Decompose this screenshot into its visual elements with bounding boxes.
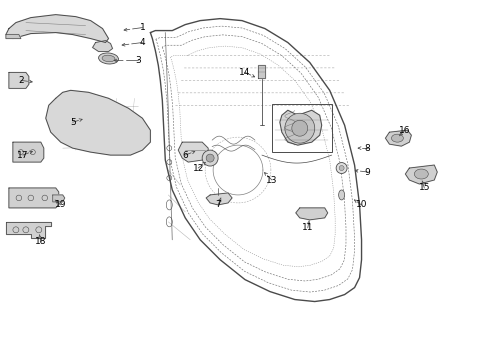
Ellipse shape bbox=[339, 190, 344, 200]
Polygon shape bbox=[9, 72, 29, 88]
Text: 15: 15 bbox=[418, 184, 430, 193]
Circle shape bbox=[292, 120, 308, 136]
Text: 19: 19 bbox=[55, 201, 67, 210]
Polygon shape bbox=[178, 142, 208, 162]
Text: 18: 18 bbox=[35, 237, 47, 246]
Polygon shape bbox=[9, 188, 59, 208]
Polygon shape bbox=[6, 15, 108, 42]
Polygon shape bbox=[405, 165, 437, 184]
Text: 6: 6 bbox=[182, 150, 188, 159]
Ellipse shape bbox=[102, 55, 115, 62]
Polygon shape bbox=[280, 110, 322, 145]
Polygon shape bbox=[206, 193, 232, 205]
Polygon shape bbox=[53, 195, 65, 202]
Polygon shape bbox=[6, 35, 21, 39]
Text: 12: 12 bbox=[193, 163, 204, 172]
Polygon shape bbox=[13, 142, 44, 162]
Text: 14: 14 bbox=[239, 68, 251, 77]
Polygon shape bbox=[6, 222, 51, 238]
Ellipse shape bbox=[392, 134, 403, 142]
Text: 1: 1 bbox=[140, 23, 145, 32]
Text: 16: 16 bbox=[399, 126, 410, 135]
Text: 11: 11 bbox=[302, 223, 314, 232]
Polygon shape bbox=[46, 90, 150, 155]
Circle shape bbox=[202, 150, 218, 166]
Ellipse shape bbox=[415, 169, 428, 179]
Text: 2: 2 bbox=[18, 76, 24, 85]
Text: 10: 10 bbox=[356, 201, 368, 210]
Text: 5: 5 bbox=[70, 118, 75, 127]
Circle shape bbox=[285, 113, 315, 143]
Circle shape bbox=[336, 163, 347, 174]
Polygon shape bbox=[386, 130, 412, 146]
Polygon shape bbox=[258, 66, 265, 78]
Circle shape bbox=[206, 154, 214, 162]
Text: 3: 3 bbox=[136, 56, 141, 65]
Text: 8: 8 bbox=[365, 144, 370, 153]
Text: 4: 4 bbox=[140, 38, 145, 47]
Polygon shape bbox=[93, 41, 113, 51]
Polygon shape bbox=[296, 208, 328, 220]
Text: 13: 13 bbox=[266, 176, 278, 185]
Ellipse shape bbox=[98, 53, 119, 64]
Text: 9: 9 bbox=[365, 167, 370, 176]
Text: 7: 7 bbox=[215, 201, 221, 210]
Text: 17: 17 bbox=[17, 150, 28, 159]
Circle shape bbox=[339, 166, 344, 171]
